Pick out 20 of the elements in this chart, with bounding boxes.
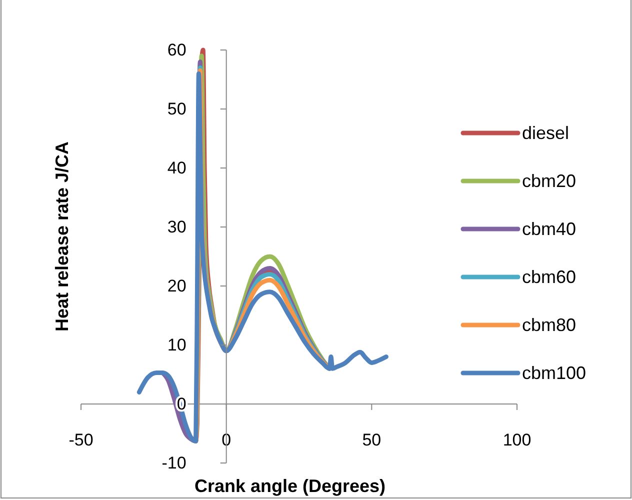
legend-label: cbm100 [522,363,586,383]
y-tick-label: 40 [167,158,186,178]
y-tick-label: 60 [167,40,186,60]
y-tick-label: 50 [167,99,186,118]
legend-label: cbm80 [522,315,576,335]
y-tick-label: 0 [176,394,186,414]
x-tick-label: 50 [362,430,382,450]
x-tick-label: 0 [222,430,232,450]
x-tick-label: 100 [502,430,532,450]
legend-label: cbm40 [522,219,576,239]
legend-label: cbm60 [522,267,576,287]
y-tick-label: 30 [167,217,186,236]
y-axis-title: Heat release rate J/CA [52,141,72,332]
y-tick-label: -10 [162,453,186,472]
y-tick-label: 10 [167,335,186,354]
legend-label: cbm20 [522,171,576,191]
legend-label: diesel [522,123,570,143]
x-axis-title: Crank angle (Degrees) [194,476,386,496]
x-tick-label: -50 [68,430,94,450]
y-tick-label: 20 [167,276,186,296]
